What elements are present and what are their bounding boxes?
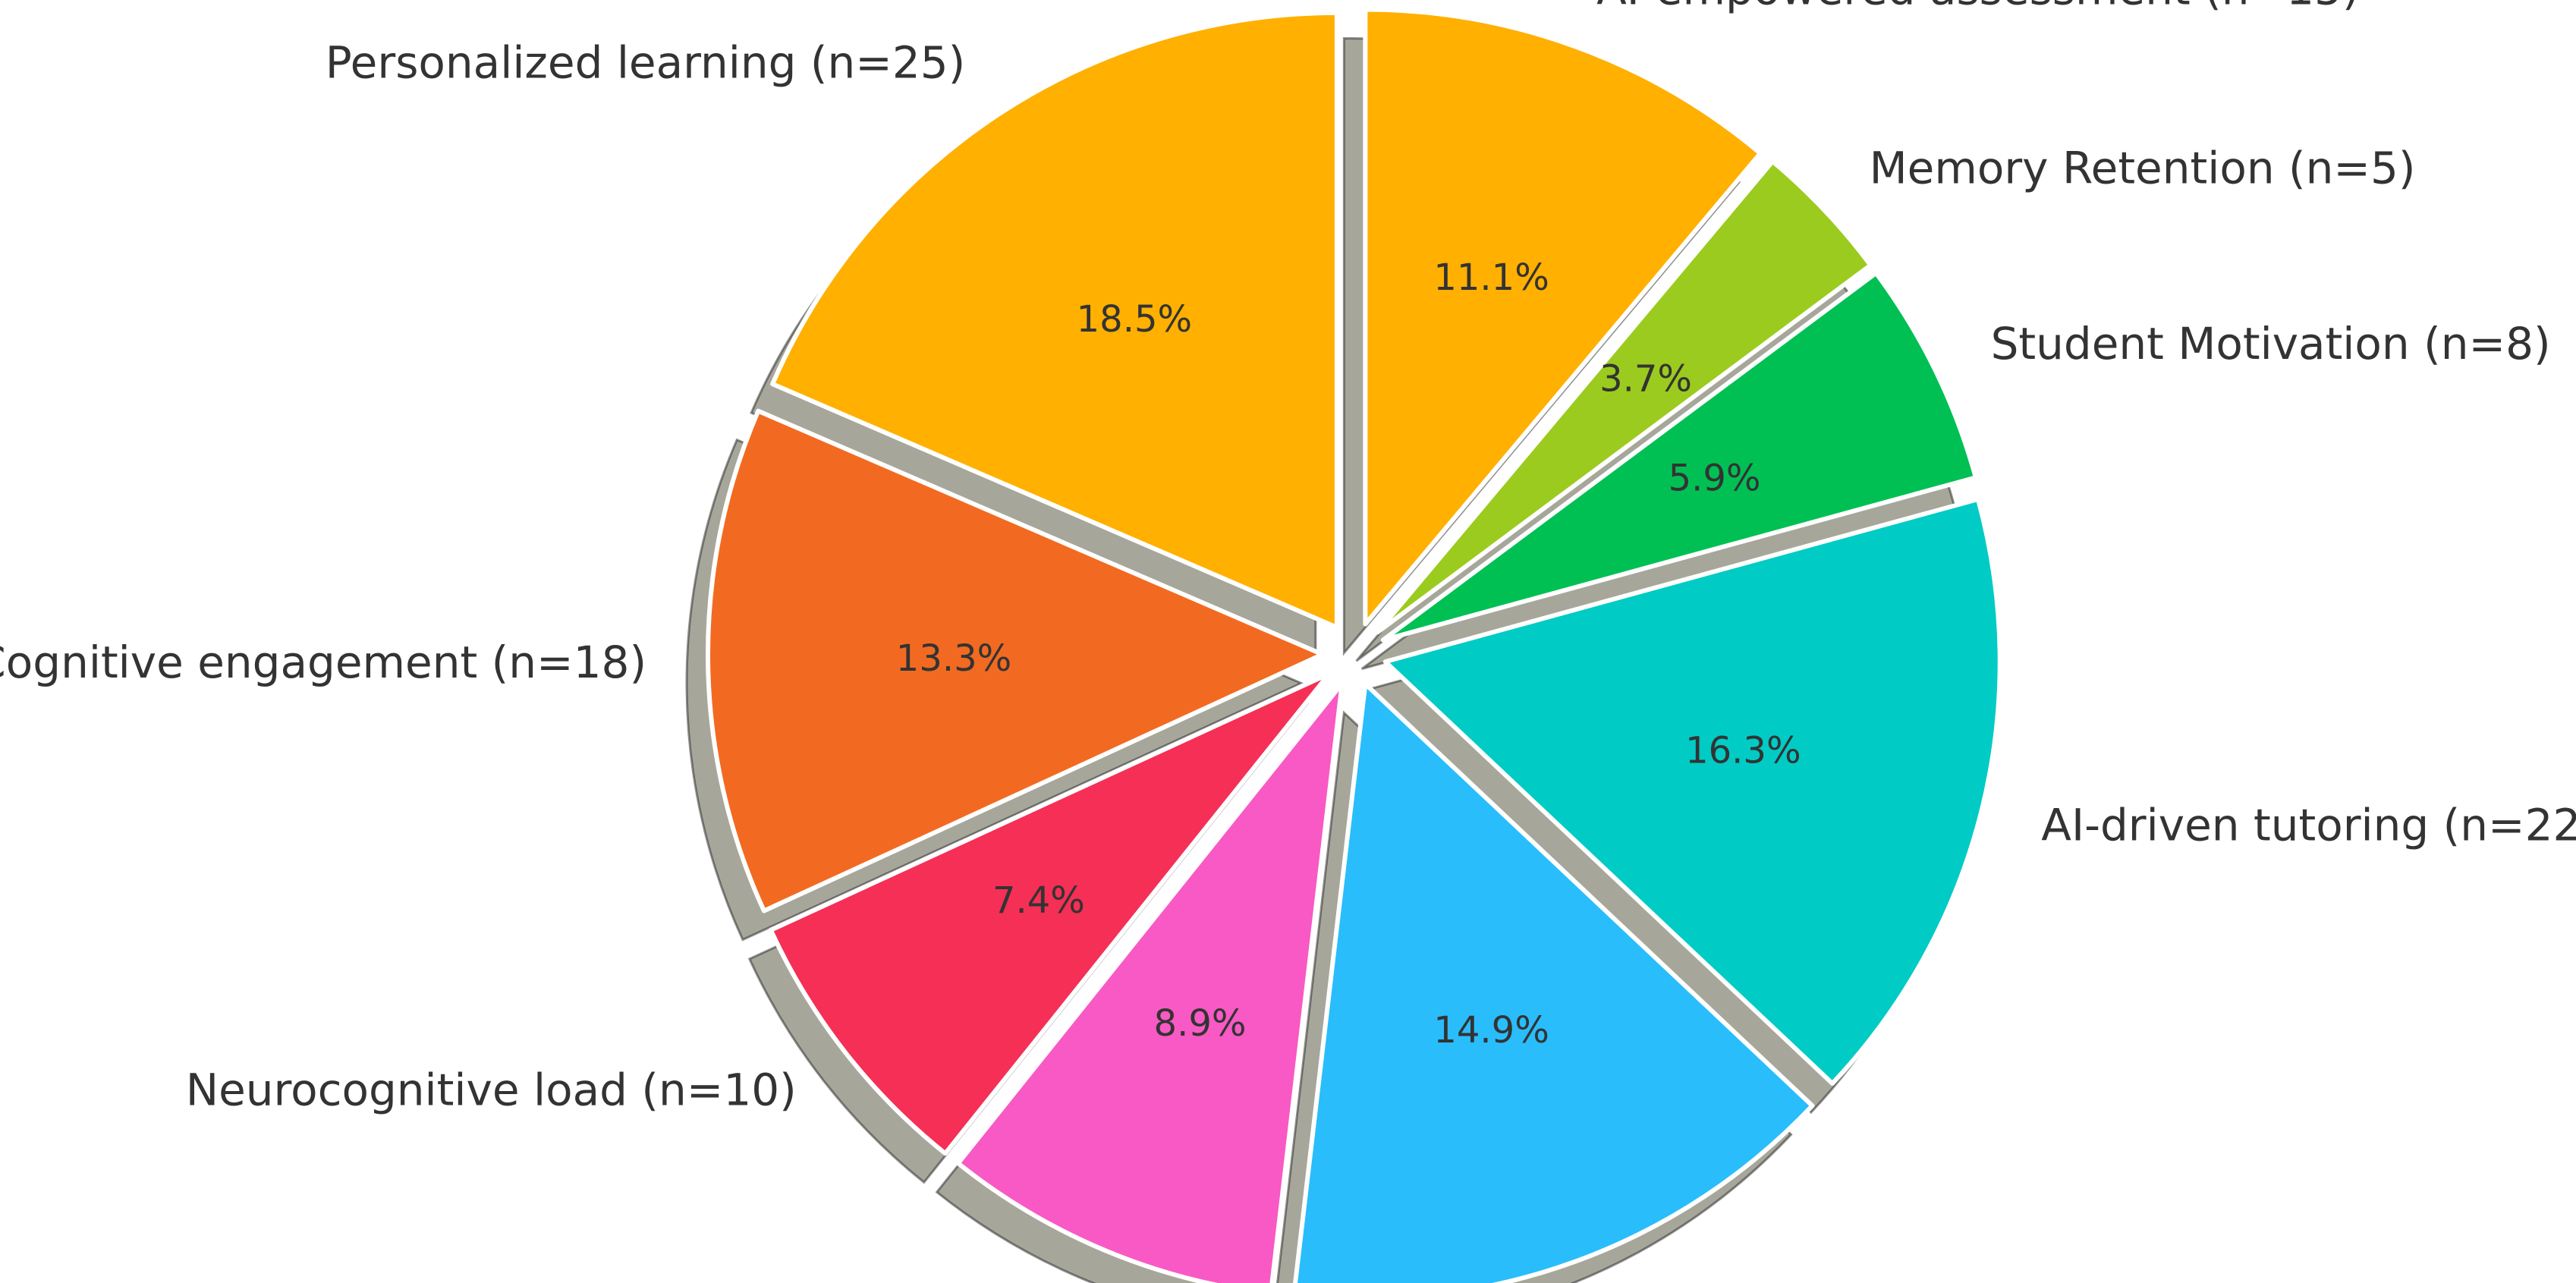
pie-slice-formative-feedback — [955, 681, 1345, 1283]
pie-slice-ai-driven-tutoring — [1382, 496, 2002, 1086]
slice-label-neurocognitive-load: Neurocognitive load (n=10) — [186, 1064, 797, 1115]
percent-label-student-motivation: 5.9% — [1669, 458, 1761, 500]
pie-slice-personalized-learning — [770, 10, 1339, 630]
slice-label-student-motivation: Student Motivation (n=8) — [1991, 318, 2551, 369]
slice-label-cognitive-engagement: Cognitive engagement (n=18) — [0, 637, 646, 688]
percent-label-cognitive-engagement: 13.3% — [896, 637, 1011, 680]
slice-label-ai-empowered-assessment: AI-empowered assessment (n=15) — [1596, 0, 2359, 14]
pie-slices — [706, 7, 2002, 1283]
pie-slice-student-motivation — [1380, 270, 1978, 643]
pie-slice-neurocognitive-load — [768, 671, 1332, 1156]
percent-label-memory-retention: 3.7% — [1599, 358, 1692, 401]
pie-slice-ai-empowered-assessment — [1363, 7, 1763, 627]
slice-label-formative-feedback: Formative Feedback (n=12) — [468, 1281, 1081, 1283]
pie-slice-adaptive-assessment — [1293, 681, 1815, 1283]
pie-slice-memory-retention — [1375, 159, 1873, 635]
percent-label-ai-empowered-assessment: 11.1% — [1433, 256, 1549, 299]
slice-label-memory-retention: Memory Retention (n=5) — [1870, 143, 2416, 194]
percent-label-neurocognitive-load: 7.4% — [992, 879, 1085, 922]
percent-labels: 11.1% 3.7% 5.9% 16.3% 14.9% 8.9% 7.4% 13.3% 18.5… — [896, 256, 1801, 1052]
pie-slice-cognitive-engagement — [706, 408, 1325, 914]
slice-label-personalized-learning: Personalized learning (n=25) — [326, 36, 966, 88]
percent-label-ai-driven-tutoring: 16.3% — [1685, 730, 1801, 772]
slice-label-ai-driven-tutoring: AI-driven tutoring (n=22) — [2041, 800, 2576, 851]
percent-label-personalized-learning: 18.5% — [1077, 298, 1192, 341]
percent-label-formative-feedback: 8.9% — [1154, 1002, 1247, 1045]
percent-label-adaptive-assessment: 14.9% — [1433, 1009, 1549, 1052]
